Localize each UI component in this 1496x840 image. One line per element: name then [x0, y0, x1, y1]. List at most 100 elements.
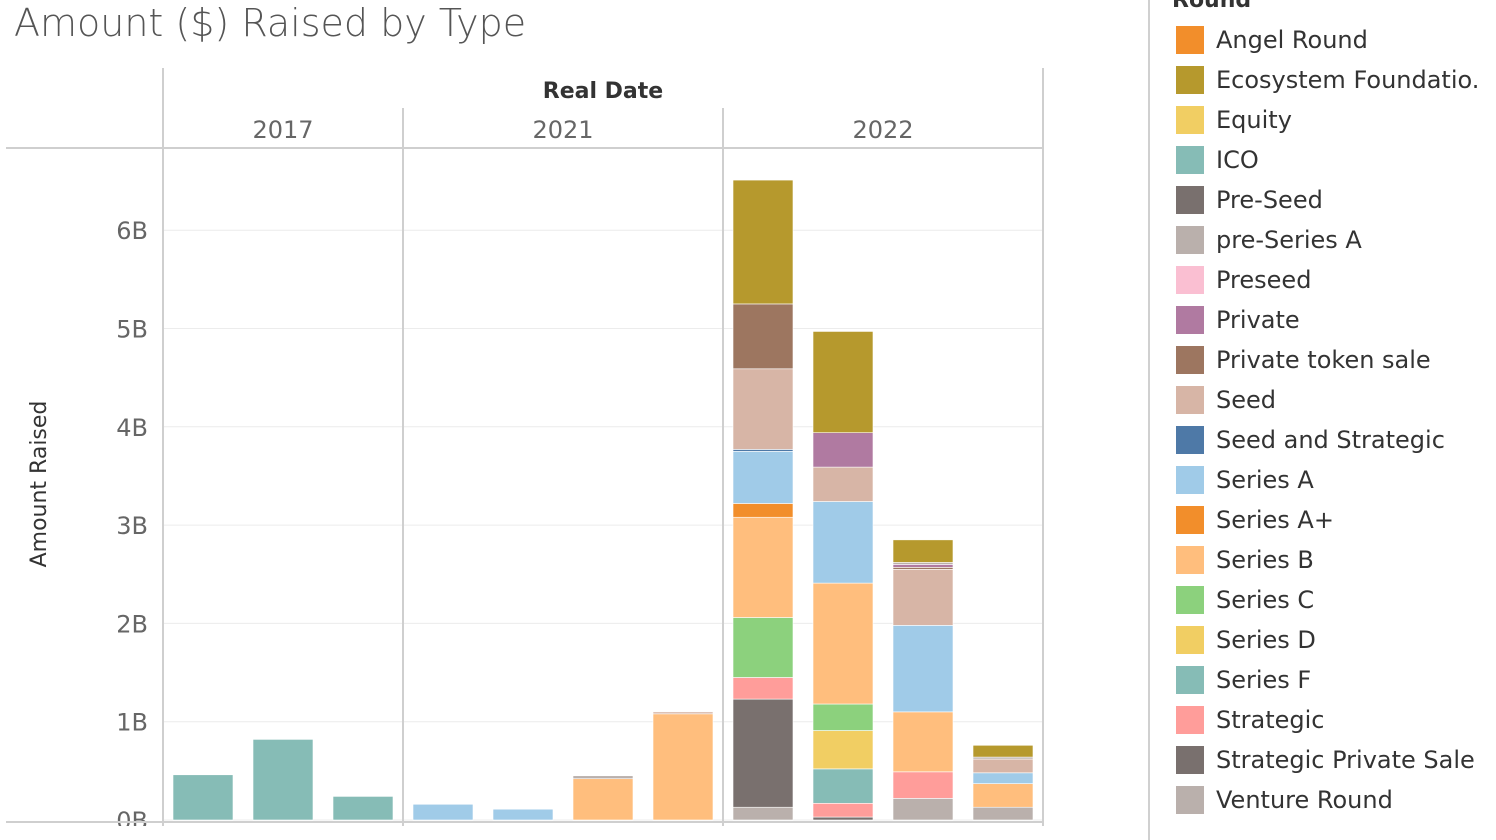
legend-swatch: [1176, 186, 1204, 214]
bar-segment: [732, 617, 794, 678]
panel-label-2022: 2022: [852, 116, 913, 144]
legend-item[interactable]: Series C: [1176, 580, 1314, 620]
legend-label: Private token sale: [1216, 346, 1431, 374]
bar-segment: [972, 744, 1034, 758]
legend-swatch: [1176, 746, 1204, 774]
legend-swatch: [1176, 386, 1204, 414]
legend-label: Angel Round: [1216, 26, 1368, 54]
legend-label: Seed: [1216, 386, 1276, 414]
legend-item[interactable]: Private token sale: [1176, 340, 1431, 380]
legend-item[interactable]: Strategic: [1176, 700, 1325, 740]
bar-segment: [892, 569, 954, 626]
legend-swatch: [1176, 706, 1204, 734]
bar-segment: [892, 711, 954, 773]
bar-segment: [812, 432, 874, 468]
bar-segment: [252, 739, 314, 821]
legend-swatch: [1176, 346, 1204, 374]
legend-swatch: [1176, 626, 1204, 654]
legend-label: Preseed: [1216, 266, 1312, 294]
legend-swatch: [1176, 546, 1204, 574]
bar-segment: [972, 806, 1034, 821]
bar-segment: [732, 806, 794, 821]
legend-swatch: [1176, 226, 1204, 254]
legend-label: Strategic: [1216, 706, 1325, 734]
legend-item[interactable]: Series F: [1176, 660, 1311, 700]
legend-item[interactable]: Angel Round: [1176, 20, 1368, 60]
legend-swatch: [1176, 146, 1204, 174]
legend-swatch: [1176, 586, 1204, 614]
legend-label: Series B: [1216, 546, 1314, 574]
bar-segment: [732, 368, 794, 450]
legend-label: Pre-Seed: [1216, 186, 1323, 214]
legend-panel: Round Angel Round Ecosystem Foundatio... E…: [1148, 0, 1496, 840]
panel-label-2017: 2017: [252, 116, 313, 144]
bar-segment: [972, 758, 1034, 774]
legend-swatch: [1176, 306, 1204, 334]
bar-segment: [812, 816, 874, 821]
bar-segment: [812, 331, 874, 433]
bar-segment: [332, 796, 394, 821]
legend-label: Series A: [1216, 466, 1314, 494]
bar-segment: [812, 768, 874, 804]
legend-label: Equity: [1216, 106, 1292, 134]
legend-item[interactable]: Pre-Seed: [1176, 180, 1323, 220]
y-tick-label: 1B: [116, 709, 148, 737]
bar-segment: [812, 582, 874, 705]
y-tick-label: 2B: [116, 610, 148, 638]
bar-segment: [812, 730, 874, 770]
legend-swatch: [1176, 426, 1204, 454]
bar-segment: [732, 179, 794, 305]
bar-segment: [812, 466, 874, 502]
legend-item[interactable]: Series A: [1176, 460, 1314, 500]
bar-segment: [892, 564, 954, 568]
legend-item[interactable]: Private: [1176, 300, 1300, 340]
bar-segment: [492, 808, 554, 821]
legend-swatch: [1176, 466, 1204, 494]
bar-segment: [732, 698, 794, 808]
legend-item[interactable]: Series B: [1176, 540, 1314, 580]
y-tick-label: 3B: [116, 512, 148, 540]
legend-item[interactable]: Equity: [1176, 100, 1292, 140]
legend-label: Private: [1216, 306, 1300, 334]
legend-item[interactable]: Venture Round: [1176, 780, 1393, 820]
legend-label: Seed and Strategic: [1216, 426, 1445, 454]
bar-segment: [572, 778, 634, 821]
legend-swatch: [1176, 506, 1204, 534]
bar-segment: [172, 774, 234, 821]
y-axis-title: Amount Raised: [27, 401, 52, 568]
panel-label-2021: 2021: [532, 116, 593, 144]
legend-label: pre-Series A: [1216, 226, 1362, 254]
bar-segment: [732, 516, 794, 618]
bar-segment: [812, 501, 874, 584]
bar-segment: [892, 625, 954, 713]
bar-segment: [972, 772, 1034, 784]
y-tick-label: 0B: [116, 807, 148, 826]
bar-segment: [892, 798, 954, 821]
legend-label: Series D: [1216, 626, 1316, 654]
bar-segment: [732, 677, 794, 700]
bar-segment: [412, 803, 474, 821]
bar-chart: 0B 1B 2B 3B 4B 5B 6B Amount Raised Real Date 2017…: [6, 68, 1044, 826]
legend-swatch: [1176, 666, 1204, 694]
legend-item[interactable]: ICO: [1176, 140, 1259, 180]
bar-segment: [572, 775, 634, 780]
legend-item[interactable]: Ecosystem Foundatio...: [1176, 60, 1480, 100]
bar-segment: [732, 503, 794, 518]
legend-item[interactable]: Strategic Private Sale: [1176, 740, 1475, 780]
legend-item[interactable]: Series A+: [1176, 500, 1334, 540]
legend-item[interactable]: pre-Series A: [1176, 220, 1362, 260]
legend-item[interactable]: Seed: [1176, 380, 1276, 420]
y-tick-label: 5B: [116, 316, 148, 344]
legend-item[interactable]: Preseed: [1176, 260, 1311, 300]
bar-segment: [652, 711, 714, 715]
bar-segment: [732, 303, 794, 370]
legend-title: Round: [1172, 0, 1252, 13]
legend-label: ICO: [1216, 146, 1259, 174]
legend-swatch: [1176, 266, 1204, 294]
bar-segment: [892, 771, 954, 799]
legend-swatch: [1176, 26, 1204, 54]
legend-item[interactable]: Seed and Strategic: [1176, 420, 1445, 460]
legend-label: Series F: [1216, 666, 1312, 694]
legend-item[interactable]: Series D: [1176, 620, 1316, 660]
y-tick-label: 4B: [116, 414, 148, 442]
